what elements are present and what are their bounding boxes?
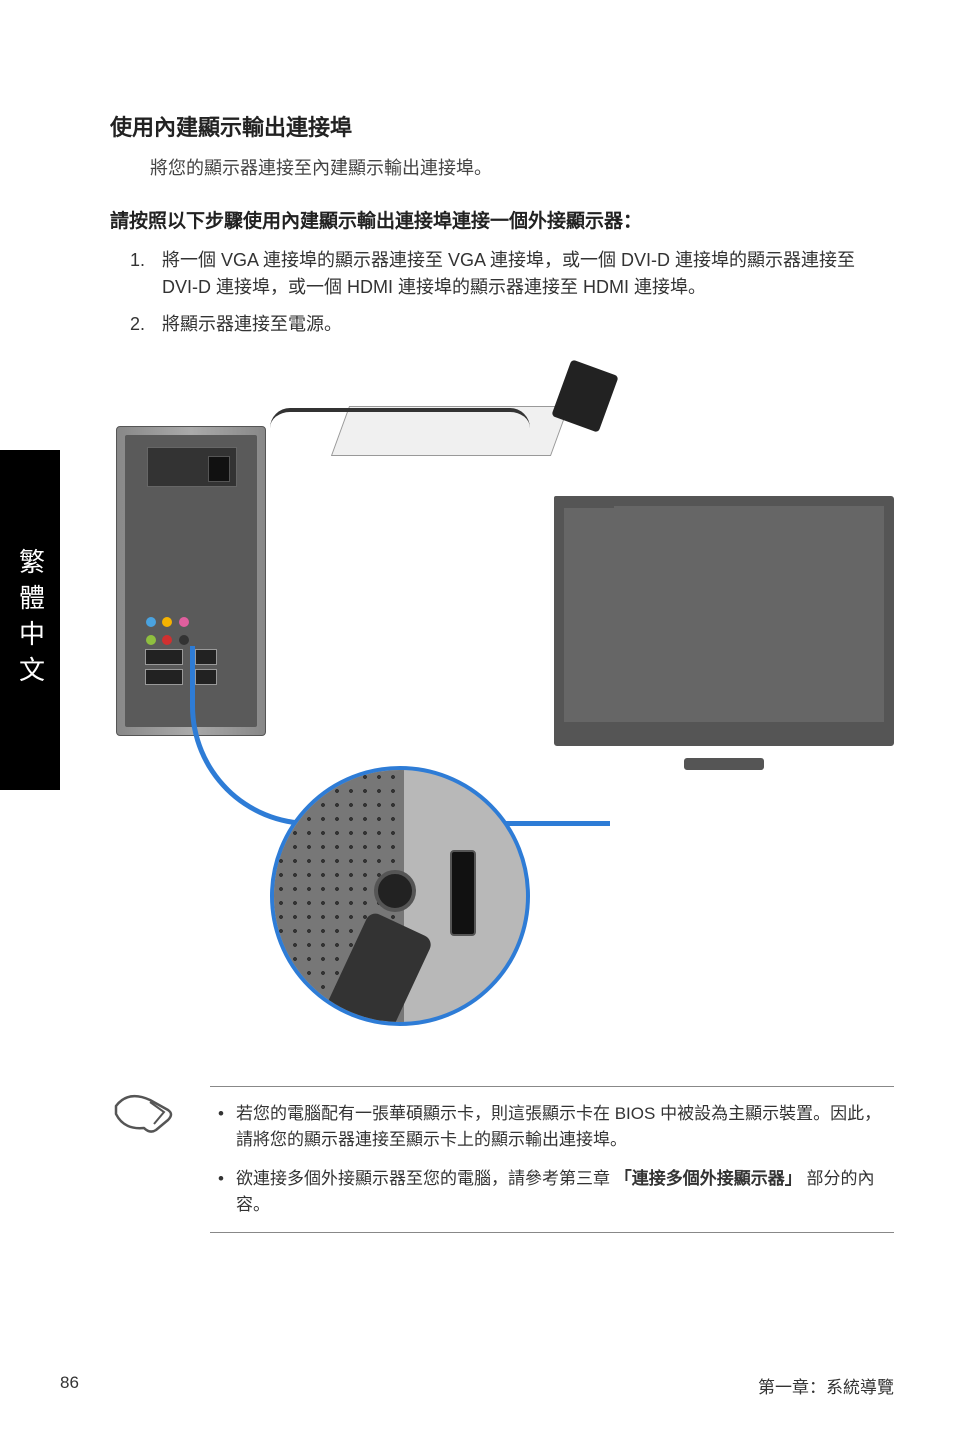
chapter-label: 第一章：系統導覽 xyxy=(758,1373,894,1398)
step-item: 將顯示器連接至電源。 xyxy=(150,311,894,338)
steps-heading: 請按照以下步驟使用內建顯示輸出連接埠連接一個外接顯示器： xyxy=(110,206,894,233)
page-footer: 86 第一章：系統導覽 xyxy=(60,1373,894,1398)
page-content: 使用內建顯示輸出連接埠 將您的顯示器連接至內建顯示輸出連接埠。 請按照以下步驟使… xyxy=(0,0,954,1438)
connection-diagram xyxy=(110,366,894,1046)
note-text-prefix: 欲連接多個外接顯示器至您的電腦，請參考第三章 xyxy=(236,1169,615,1188)
power-cable xyxy=(270,408,530,448)
note-icon xyxy=(110,1086,180,1136)
note-item: 若您的電腦配有一張華碩顯示卡，則這張顯示卡在 BIOS 中被設為主顯示裝置。因此… xyxy=(218,1101,886,1154)
note-text-bold: 「連接多個外接顯示器」 xyxy=(615,1169,802,1188)
monitor-stand xyxy=(684,758,764,770)
steps-list: 將一個 VGA 連接埠的顯示器連接至 VGA 連接埠，或一個 DVI-D 連接埠… xyxy=(110,247,894,338)
note-text: 若您的電腦配有一張華碩顯示卡，則這張顯示卡在 BIOS 中被設為主顯示裝置。因此… xyxy=(236,1104,881,1149)
zoom-callout xyxy=(270,766,530,1026)
note-block: 若您的電腦配有一張華碩顯示卡，則這張顯示卡在 BIOS 中被設為主顯示裝置。因此… xyxy=(110,1086,894,1233)
note-item: 欲連接多個外接顯示器至您的電腦，請參考第三章 「連接多個外接顯示器」 部分的內容… xyxy=(218,1166,886,1219)
step-item: 將一個 VGA 連接埠的顯示器連接至 VGA 連接埠，或一個 DVI-D 連接埠… xyxy=(150,247,894,301)
section-intro: 將您的顯示器連接至內建顯示輸出連接埠。 xyxy=(150,154,894,180)
section-title: 使用內建顯示輸出連接埠 xyxy=(110,110,894,142)
note-body: 若您的電腦配有一張華碩顯示卡，則這張顯示卡在 BIOS 中被設為主顯示裝置。因此… xyxy=(210,1086,894,1233)
page-number: 86 xyxy=(60,1373,79,1398)
